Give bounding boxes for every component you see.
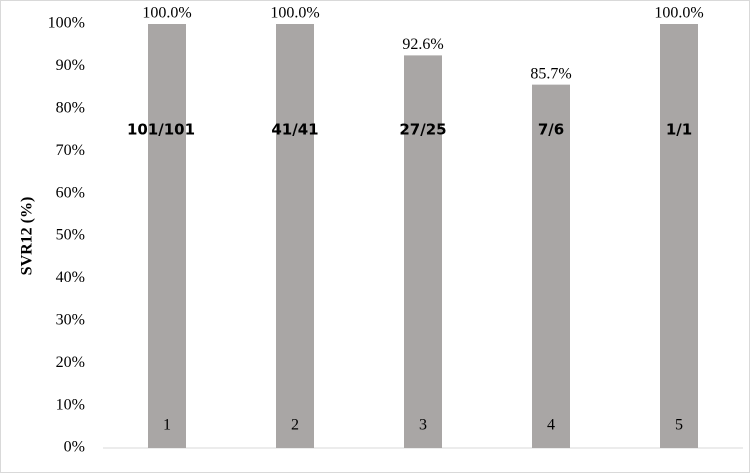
annotation: 27/25 [399,121,446,139]
y-tick-label: 30% [56,311,85,328]
y-tick-label: 0% [64,439,85,456]
bar [404,55,442,448]
x-tick-label: 2 [291,417,299,434]
annotation: 1/1 [666,121,692,139]
annotation: 41/41 [271,121,318,139]
y-tick-label: 100% [48,15,85,32]
y-tick-label: 90% [56,57,85,74]
y-tick-label: 50% [56,227,85,244]
value-label: 100.0% [142,5,191,22]
x-tick-label: 3 [419,417,427,434]
y-tick-label: 10% [56,396,85,413]
annotation: 7/6 [538,121,564,139]
annotation: 101/101 [127,121,195,139]
bar [532,84,570,448]
value-label: 100.0% [270,5,319,22]
bar [148,24,186,448]
x-tick-label: 5 [675,417,683,434]
value-label: 92.6% [402,36,443,53]
y-tick-label: 20% [56,354,85,371]
y-tick-label: 80% [56,99,85,116]
bar [660,24,698,448]
bar [276,24,314,448]
value-label: 100.0% [654,5,703,22]
value-label: 85.7% [530,65,571,82]
y-tick-label: 60% [56,184,85,201]
y-tick-label: 40% [56,269,85,286]
x-tick-label: 1 [163,417,171,434]
y-tick-label: 70% [56,142,85,159]
x-tick-label: 4 [547,417,555,434]
y-axis-label: SVR12 (%) [19,197,36,276]
